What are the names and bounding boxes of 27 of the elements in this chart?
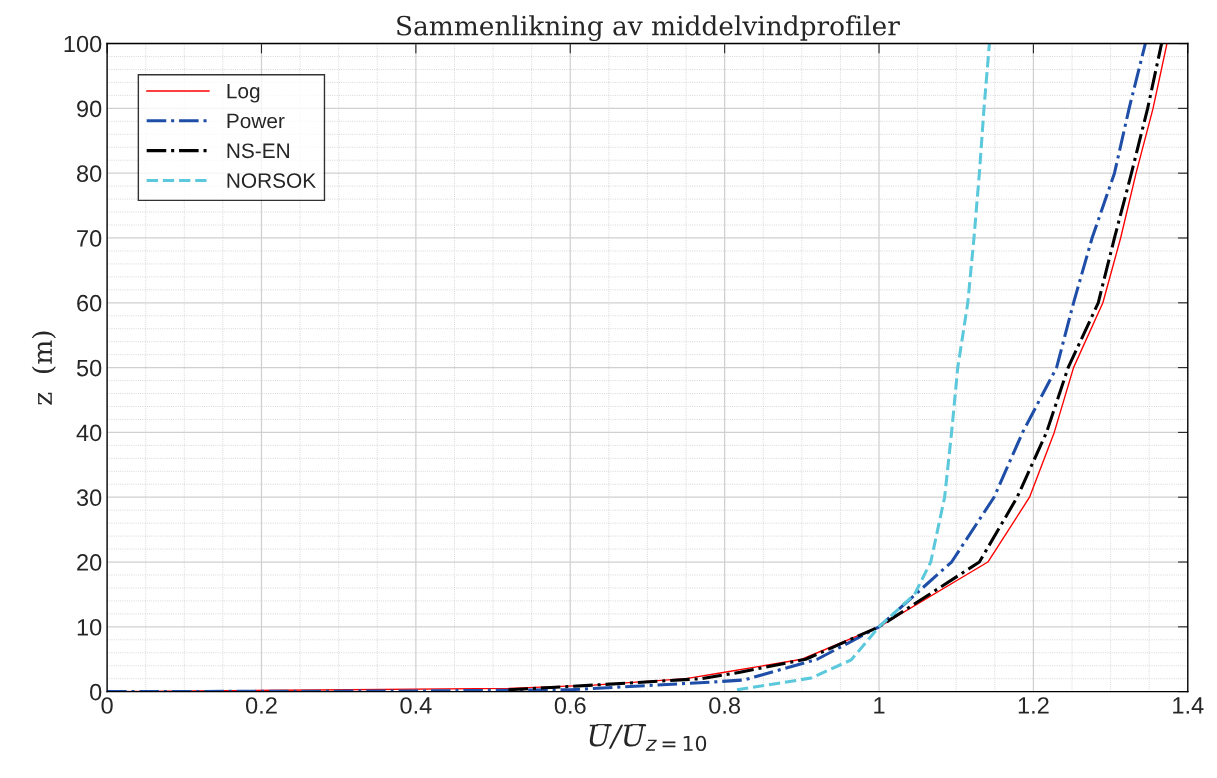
x-tick-label: 0.2 <box>245 697 277 714</box>
y-tick-label: 60 <box>77 294 102 312</box>
legend-label: Power <box>227 113 285 129</box>
y-tick-label: 30 <box>76 489 102 507</box>
x-tick-label: 1.2 <box>1018 697 1049 714</box>
y-tick-label: 70 <box>77 230 102 247</box>
legend-label: Log <box>227 83 260 103</box>
y-tick-label: 90 <box>77 100 102 118</box>
y-tick-label: 40 <box>76 424 102 442</box>
line-series <box>735 43 991 692</box>
chart-title: Sammenlikning av middelvindprofiler <box>397 15 900 42</box>
x-tick-label: 0 <box>101 697 113 714</box>
y-tick-label: 50 <box>76 359 102 377</box>
y-tick-label: 100 <box>64 35 102 53</box>
y-tick-label: 0 <box>90 683 102 701</box>
x-tick-label: 1.4 <box>1173 697 1204 714</box>
y-tick-label: 20 <box>77 554 102 571</box>
x-tick-label: 1 <box>874 697 885 714</box>
x-axis-title: U̅/U̅$_{z=10}$ <box>589 724 707 752</box>
y-tick-label: 10 <box>77 618 102 636</box>
legend-label: NS-EN <box>227 143 289 159</box>
legend-label: NORSOK <box>227 173 316 188</box>
x-tick-label: 0.4 <box>400 697 432 714</box>
x-tick-label: 0.8 <box>709 697 741 714</box>
y-tick-label: 80 <box>77 165 102 182</box>
x-tick-label: 0.6 <box>554 697 586 714</box>
y-axis-title: z (m) <box>31 331 56 405</box>
